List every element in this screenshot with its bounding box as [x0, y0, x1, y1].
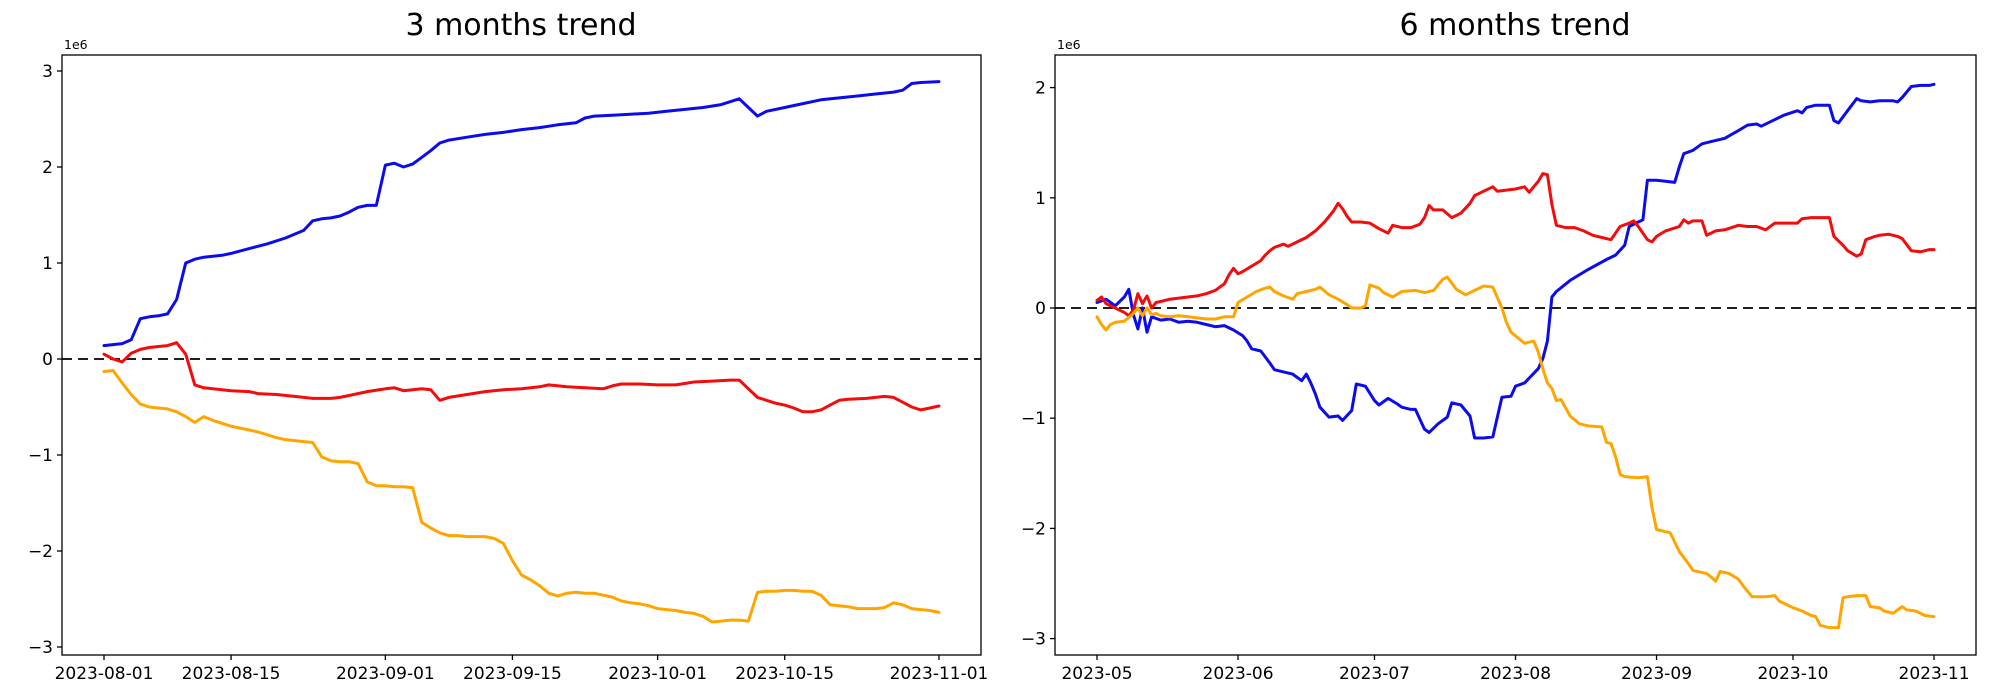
y-tick-label-3m: 1: [42, 254, 53, 274]
y-tick-label-3m: 2: [42, 158, 53, 178]
x-tick-label-6m: 2023-06: [1203, 664, 1274, 684]
x-tick-label-3m: 2023-11-01: [890, 664, 989, 684]
x-tick-label-6m: 2023-10: [1757, 664, 1828, 684]
x-tick-label-3m: 2023-10-15: [735, 664, 834, 684]
y-tick-label-6m: 1: [1035, 189, 1046, 209]
x-tick-label-3m: 2023-08-15: [182, 664, 281, 684]
axes-spines-3m: [61, 54, 982, 656]
y-tick-label-3m: −2: [28, 542, 53, 562]
y-tick-label-6m: 0: [1035, 299, 1046, 319]
x-tick-label-6m: 2023-08: [1480, 664, 1551, 684]
x-tick-label-3m: 2023-09-01: [336, 664, 435, 684]
y-tick-label-6m: 2: [1035, 79, 1046, 99]
y-tick-label-3m: 3: [42, 62, 53, 82]
y-tick-label-6m: −2: [1021, 519, 1046, 539]
y-tick-label-6m: −3: [1021, 630, 1046, 650]
y-axis-offset-label-3m: 1e6: [64, 37, 88, 52]
chart-title-6-months: 6 months trend: [1399, 8, 1631, 43]
x-tick-label-6m: 2023-05: [1061, 664, 1132, 684]
series-line-red-6m: [1095, 172, 1936, 318]
x-tick-label-3m: 2023-09-15: [463, 664, 562, 684]
chart-title-3-months: 3 months trend: [405, 8, 637, 43]
series-line-red-3m: [102, 341, 941, 414]
y-axis-offset-label-6m: 1e6: [1057, 37, 1081, 52]
x-tick-label-3m: 2023-10-01: [608, 664, 707, 684]
axes-spines-6m: [1054, 54, 1977, 656]
x-tick-label-6m: 2023-09: [1621, 664, 1692, 684]
y-tick-label-3m: −3: [28, 638, 53, 658]
series-line-orange-6m: [1095, 275, 1936, 630]
series-line-blue-3m: [102, 80, 941, 348]
chart-3m: 2023-08-01 2023-08-15 2023-09-01 2023-09-15…: [28, 54, 989, 684]
chart-6m: 2023-05 2023-06 2023-07 2023-08 2023-09 2023-…: [1021, 54, 1977, 684]
y-tick-label-6m: −1: [1021, 409, 1046, 429]
y-tick-label-3m: −1: [28, 446, 53, 466]
x-tick-label-6m: 2023-11: [1899, 664, 1970, 684]
series-line-orange-3m: [102, 369, 941, 624]
x-tick-label-3m: 2023-08-01: [55, 664, 154, 684]
y-tick-label-3m: 0: [42, 350, 53, 370]
series-line-blue-6m: [1095, 82, 1936, 440]
x-tick-label-6m: 2023-07: [1339, 664, 1410, 684]
